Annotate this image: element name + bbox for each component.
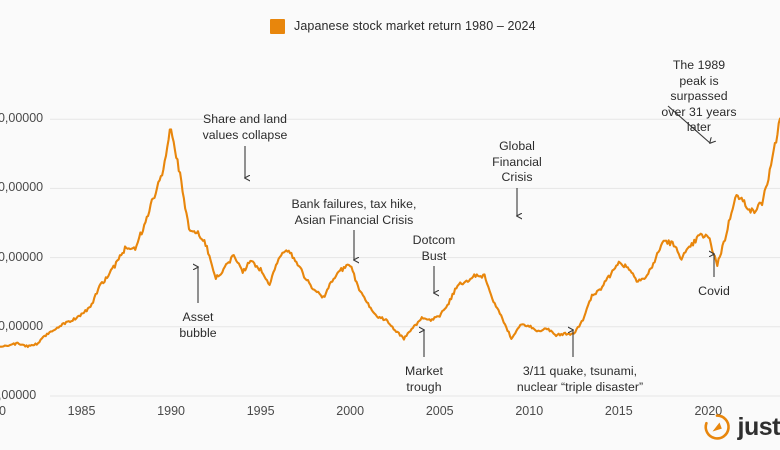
y-axis-tick-label: 0,00000	[0, 388, 37, 402]
x-axis-tick-label: 1995	[246, 404, 275, 418]
circular-arrow-icon	[704, 414, 730, 440]
annotation-arrow-1989-peak-surpassed	[667, 105, 710, 143]
annotation-bank-failures-tax-hike-asian-financial-crisis: Bank failures, tax hike, Asian Financial…	[291, 197, 417, 227]
brand-logo[interactable]: just	[702, 412, 780, 442]
series-layer	[0, 117, 780, 349]
x-axis-tick-label: 1990	[157, 404, 185, 418]
brand-logo-text: just	[737, 412, 780, 441]
y-axis-tick-label: 10,00000	[0, 318, 44, 333]
x-axis-tick-label: 2005	[425, 404, 454, 418]
annotation-global-financial-crisis: Global Financial Crisis	[492, 139, 542, 184]
x-axis-tick-label: 2000	[336, 404, 365, 418]
x-axis-tick-label: 1985	[67, 404, 96, 418]
annotation-asset-bubble: Asset bubble	[179, 310, 217, 340]
annotation-1989-peak-surpassed: The 1989 peak is surpassed over 31 years…	[661, 58, 737, 134]
annotation-share-and-land-values-collapse: Share and land values collapse	[202, 112, 288, 142]
annotation-market-trough: Market trough	[405, 364, 443, 394]
chart-legend: Japanese stock market return 1980 – 2024	[270, 16, 536, 36]
annotation-covid: Covid	[698, 284, 730, 298]
annotation-dotcom-bust: Dotcom Bust	[412, 233, 456, 263]
gridlines	[50, 118, 780, 397]
x-axis-tick-label: 2020	[694, 404, 723, 418]
x-axis-tick-label: 1980	[0, 404, 6, 418]
series-line	[0, 117, 780, 349]
annotation-arrows	[198, 105, 714, 357]
y-axis-tick-label: 20,00000	[0, 249, 44, 264]
x-axis-tick-label: 2010	[515, 404, 544, 418]
y-axis-tick-label: 30,00000	[0, 180, 44, 195]
x-axis-tick-label: 2015	[604, 404, 633, 418]
annotation-triple-disaster: 3/11 quake, tsunami, nuclear “triple dis…	[516, 364, 644, 394]
y-axis-tick-label: 40,00000	[0, 111, 44, 126]
legend-label: Japanese stock market return 1980 – 2024	[294, 19, 536, 33]
legend-swatch-icon	[270, 18, 285, 34]
